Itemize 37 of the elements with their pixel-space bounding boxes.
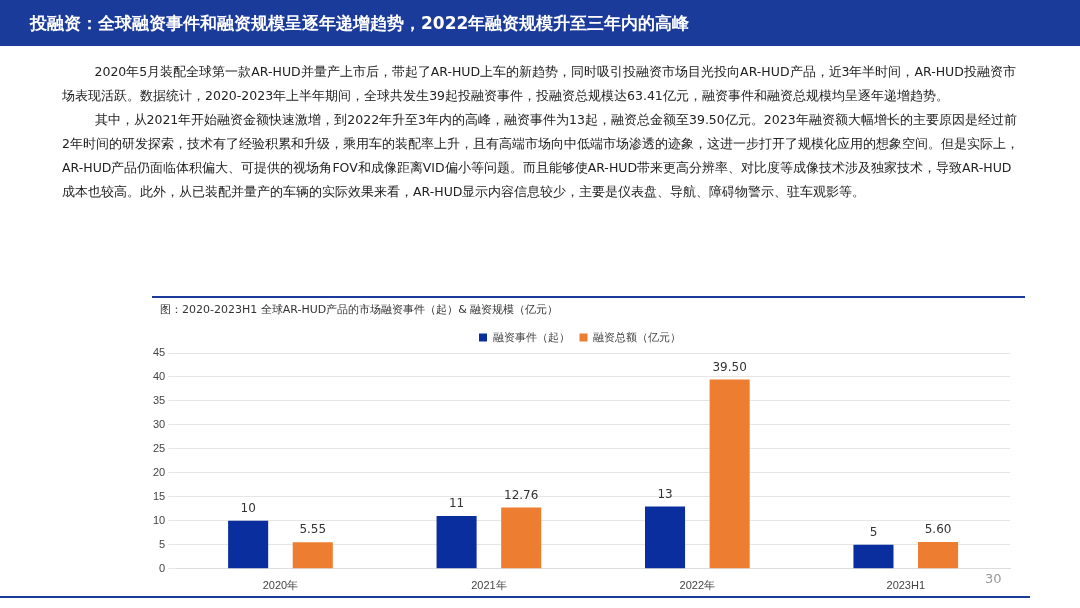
bar — [292, 542, 333, 569]
legend-label: 融资总额（亿元） — [593, 330, 681, 343]
data-label: 5.60 — [924, 522, 952, 537]
y-tick-label: 30 — [152, 417, 166, 430]
bar — [645, 506, 686, 569]
x-tick-label: 2023H1 — [886, 579, 926, 592]
bar — [709, 379, 750, 569]
x-tick-label: 2020年 — [262, 579, 299, 592]
y-tick-label: 35 — [152, 393, 166, 406]
text: 30 — [985, 571, 1002, 586]
y-tick-label: 25 — [152, 441, 166, 454]
y-tick-label: 0 — [159, 561, 166, 574]
y-tick-label: 40 — [152, 370, 166, 383]
chart-subtitle: 图：2020-2023H1 全球AR-HUD产品的市场融资事件（起）& 融资规模（亿元） — [160, 302, 559, 317]
x-tick-label: 2021年 — [471, 579, 507, 592]
x-tick-label: 2022年 — [679, 579, 716, 592]
data-label: 5 — [869, 524, 878, 539]
y-tick-label: 15 — [152, 489, 166, 502]
data-label: 11 — [448, 496, 465, 511]
text: 2020年5月装配全球第一款AR-HUD并量产上市后，带起了AR-HUD上车的新趋势，同时吸引投融资市场目光投向AR-HUD产品，近3年半时间，AR-HUD投融资市场表现活跃。数据统计，2020-2023年上半年期间，全球共发生39起投融资事件，投融资总规模达63.41亿元，融资事件和融资总规模均呈逐年递增趋势。 — [62, 63, 1017, 105]
data-label: 39.50 — [712, 359, 747, 374]
bar — [501, 507, 542, 569]
bar — [918, 541, 959, 569]
data-label: 10 — [240, 500, 256, 515]
data-label: 5.55 — [299, 522, 327, 537]
bar — [853, 544, 894, 569]
y-tick-label: 5 — [159, 537, 166, 550]
chart-title: 投融资：全球融资事件和融资规模呈逐年递增趋势，2022年融资规模升至三年内的高峰 — [0, 0, 1080, 46]
y-tick-label: 20 — [152, 465, 166, 478]
text: 其中，从2021年开始融资金额快速激增，到2022年升至3年内的高峰，融资事件为13起，融资总金额至39.50亿元。2023年融资额大幅增长的主要原因是经过前2年时间的研发探索，技术有了经验积累和升级，乘用车的装配率上升，且有高端市场向中低端市场渗透的迹象，这进一步打开了规模化应用的想象空间。但是实际上，AR-HUD产品仍面临体积偏大、可提供的视场角FOV和成像距离VID偏小等问题。而且能够使AR-HUD带来更高分辨率、对比度等成像技术涉及独家技术，导致AR-HUD成本也较高。此外，从已装配并量产的车辆的实际效果来看，AR-HUD显示内容信息较少，主要是仪表盘、导航、障碍物警示、驻车观影等。 — [62, 111, 1020, 201]
y-tick-label: 45 — [152, 346, 166, 359]
legend-label: 融资事件（起） — [492, 330, 570, 343]
bar — [436, 516, 477, 569]
y-tick-label: 10 — [152, 513, 166, 526]
data-label: 13 — [657, 486, 673, 501]
bar — [228, 520, 269, 569]
data-label: 12.76 — [504, 487, 539, 502]
